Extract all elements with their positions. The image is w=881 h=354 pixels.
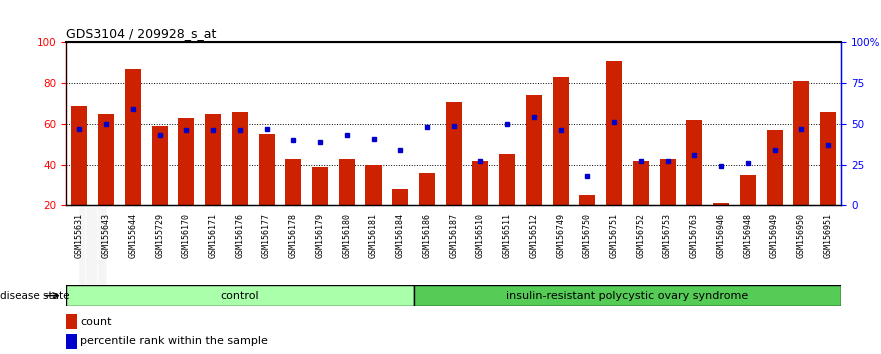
Bar <box>766 130 782 205</box>
Bar <box>713 203 729 205</box>
Text: GSM156511: GSM156511 <box>503 213 512 258</box>
Text: disease state: disease state <box>0 291 73 301</box>
Text: percentile rank within the sample: percentile rank within the sample <box>80 336 268 346</box>
Bar <box>500 154 515 205</box>
Text: GSM155644: GSM155644 <box>129 213 137 258</box>
Text: GSM155631: GSM155631 <box>75 213 84 258</box>
Bar <box>740 175 756 205</box>
Text: GSM156176: GSM156176 <box>235 213 244 258</box>
Bar <box>152 126 167 205</box>
Text: GSM156750: GSM156750 <box>583 213 592 258</box>
Text: GSM156950: GSM156950 <box>796 213 806 258</box>
Bar <box>66 285 413 306</box>
Text: GSM156512: GSM156512 <box>529 213 538 258</box>
Text: GSM156184: GSM156184 <box>396 213 404 258</box>
Bar <box>258 134 275 205</box>
Bar <box>392 189 408 205</box>
Text: count: count <box>80 316 112 327</box>
Bar <box>552 77 568 205</box>
Text: GSM156171: GSM156171 <box>209 213 218 258</box>
Bar <box>413 285 841 306</box>
Text: GSM156170: GSM156170 <box>181 213 191 258</box>
Bar <box>71 105 87 205</box>
Bar <box>686 120 702 205</box>
Bar <box>312 167 328 205</box>
Text: GSM156951: GSM156951 <box>824 213 833 258</box>
Text: GSM156763: GSM156763 <box>690 213 699 258</box>
Bar <box>98 114 115 205</box>
Bar <box>660 159 676 205</box>
Bar <box>472 161 488 205</box>
Text: GSM156949: GSM156949 <box>770 213 779 258</box>
Text: GSM156177: GSM156177 <box>262 213 271 258</box>
Text: GSM156178: GSM156178 <box>289 213 298 258</box>
Bar <box>66 334 77 348</box>
Bar <box>419 173 435 205</box>
Text: GSM156753: GSM156753 <box>663 213 672 258</box>
Bar <box>446 102 462 205</box>
Text: GSM155643: GSM155643 <box>101 213 111 258</box>
Text: GSM156181: GSM156181 <box>369 213 378 258</box>
Bar <box>793 81 810 205</box>
Bar <box>178 118 195 205</box>
Text: GSM156946: GSM156946 <box>716 213 726 258</box>
Bar <box>205 114 221 205</box>
Text: GSM155729: GSM155729 <box>155 213 164 258</box>
Bar <box>526 96 542 205</box>
Bar <box>66 314 77 329</box>
Text: GSM156186: GSM156186 <box>423 213 432 258</box>
Text: GSM156179: GSM156179 <box>315 213 324 258</box>
Bar <box>633 161 649 205</box>
Bar <box>285 159 301 205</box>
Text: GSM156751: GSM156751 <box>610 213 618 258</box>
Text: GSM156749: GSM156749 <box>556 213 565 258</box>
Bar <box>606 61 622 205</box>
Bar <box>339 159 355 205</box>
Text: GSM156752: GSM156752 <box>636 213 646 258</box>
Bar <box>580 195 596 205</box>
Text: GSM156180: GSM156180 <box>343 213 352 258</box>
Text: GDS3104 / 209928_s_at: GDS3104 / 209928_s_at <box>66 27 217 40</box>
Bar <box>366 165 381 205</box>
Text: GSM156510: GSM156510 <box>476 213 485 258</box>
Text: GSM156187: GSM156187 <box>449 213 458 258</box>
Bar <box>125 69 141 205</box>
Bar <box>232 112 248 205</box>
Text: GSM156948: GSM156948 <box>744 213 752 258</box>
Bar <box>820 112 836 205</box>
Text: insulin-resistant polycystic ovary syndrome: insulin-resistant polycystic ovary syndr… <box>507 291 749 301</box>
Text: control: control <box>220 291 259 301</box>
